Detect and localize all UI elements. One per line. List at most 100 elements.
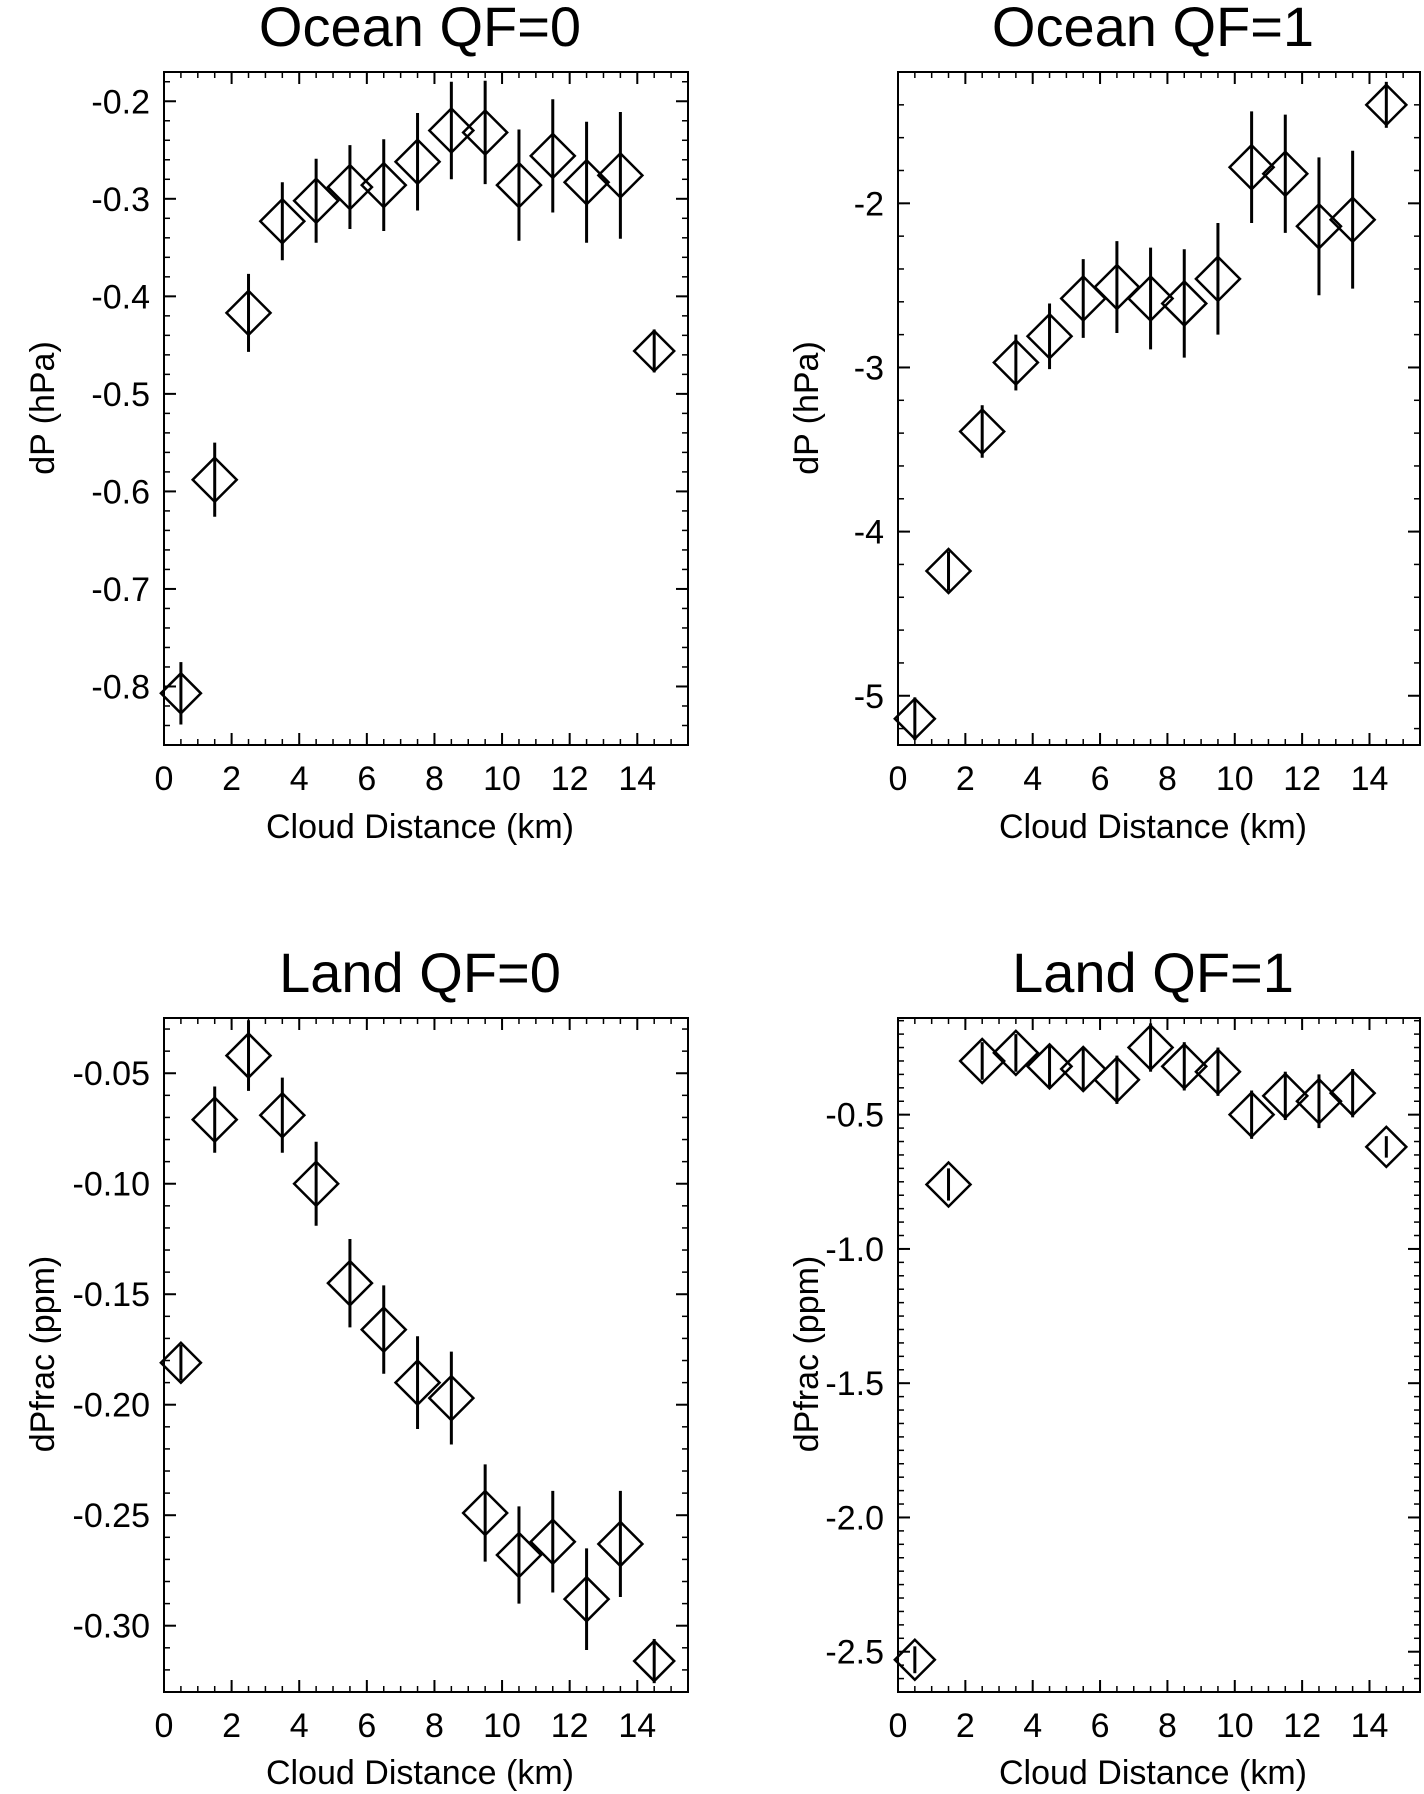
y-axis-label: dPfrac (ppm) (24, 1256, 62, 1453)
panel-ocean-qf1: Ocean QF=1 Cloud Distance (km) dP (hPa) … (788, 0, 1421, 846)
x-tick-label: 4 (1023, 1707, 1042, 1745)
x-tick-label: 2 (956, 760, 975, 798)
y-tick-label: -2 (854, 185, 884, 223)
data-point (632, 1639, 676, 1683)
y-axis-label: dP (hPa) (788, 341, 826, 475)
data-point (529, 132, 577, 180)
data-point (1364, 1125, 1409, 1169)
x-axis-label: Cloud Distance (km) (999, 1754, 1307, 1792)
data-point (1261, 150, 1310, 198)
data-point (258, 1091, 307, 1140)
data-point (1160, 1042, 1209, 1091)
data-point (1227, 1090, 1276, 1139)
y-tick-label: -0.25 (73, 1497, 151, 1535)
data-point (461, 108, 509, 157)
x-axis-label: Cloud Distance (km) (999, 808, 1307, 846)
panel-title: Land QF=0 (279, 941, 561, 1004)
x-tick-label: 14 (618, 1707, 656, 1745)
panel-title: Ocean QF=1 (992, 0, 1314, 58)
data-point (1364, 83, 1409, 127)
data-point (1126, 1023, 1175, 1072)
x-tick-label: 4 (290, 1707, 309, 1745)
data-point (190, 1095, 239, 1144)
plot-frame (163, 71, 689, 746)
data-point (1227, 143, 1276, 191)
data-point (495, 161, 543, 209)
y-tick-label: -1.0 (825, 1231, 884, 1269)
data-point (495, 1531, 543, 1579)
x-tick-label: 0 (155, 760, 174, 798)
data-point (893, 1638, 937, 1682)
y-tick-label: -0.5 (825, 1097, 884, 1135)
y-tick-label: -0.15 (73, 1276, 151, 1314)
x-tick-label: 12 (1283, 760, 1321, 798)
x-tick-label: 14 (1351, 760, 1389, 798)
data-point (359, 161, 408, 209)
panel-land-qf1: Land QF=1 Cloud Distance (km) dPfrac (pp… (788, 941, 1421, 1792)
y-tick-label: -3 (854, 349, 884, 387)
x-tick-label: 4 (290, 760, 309, 798)
data-point (292, 176, 340, 225)
y-tick-label: -2.5 (825, 1634, 884, 1672)
data-point (1328, 1069, 1377, 1117)
plot-frame (897, 71, 1421, 746)
y-tick-label: -0.2 (91, 83, 150, 121)
x-tick-label: 6 (1091, 760, 1110, 798)
data-point (427, 1374, 476, 1422)
plot-area: 0 2 4 6 8 10 12 14 -0.8 -0.7 -0.6 -0.5 -0.4 -0.3 -0.2 (91, 71, 689, 798)
x-tick-label: 2 (222, 1707, 241, 1745)
data-point (958, 407, 1006, 456)
data-point (159, 1340, 203, 1385)
x-tick-label: 10 (483, 1707, 521, 1745)
x-tick-label: 8 (1158, 760, 1177, 798)
data-point (159, 671, 203, 716)
data-point (224, 1031, 273, 1080)
data-point (190, 455, 239, 504)
y-tick-label: -0.30 (73, 1608, 151, 1646)
y-tick-label: -0.4 (91, 278, 150, 316)
data-point (893, 696, 937, 741)
data-point (1126, 274, 1175, 323)
x-tick-label: 6 (357, 1707, 376, 1745)
data-point (992, 1029, 1040, 1077)
data-point (1059, 1045, 1107, 1093)
x-tick-label: 6 (1091, 1707, 1110, 1745)
x-tick-label: 2 (956, 1707, 975, 1745)
data-point (1025, 1042, 1074, 1091)
data-point (1093, 1055, 1141, 1104)
data-point (461, 1489, 509, 1537)
data-point (359, 1305, 408, 1354)
data-point (1328, 195, 1377, 244)
data-point (258, 197, 307, 245)
data-point (924, 1160, 973, 1209)
data-point (562, 158, 611, 206)
x-tick-label: 2 (222, 760, 241, 798)
data-point (427, 106, 476, 155)
x-tick-label: 10 (1216, 1707, 1254, 1745)
plot-area: 0 2 4 6 8 10 12 14 -5 -4 -3 -2 (854, 71, 1421, 798)
data-point (1093, 263, 1141, 311)
x-tick-label: 0 (889, 1707, 908, 1745)
x-tick-label: 8 (1158, 1707, 1177, 1745)
panel-title: Ocean QF=0 (259, 0, 581, 58)
x-tick-label: 12 (1283, 1707, 1321, 1745)
y-tick-label: -4 (854, 514, 884, 552)
y-tick-label: -0.3 (91, 181, 150, 219)
x-tick-label: 8 (425, 760, 444, 798)
x-tick-label: 0 (889, 760, 908, 798)
y-tick-label: -5 (854, 678, 884, 716)
panel-title: Land QF=1 (1012, 941, 1294, 1004)
data-point (224, 289, 273, 337)
x-tick-label: 12 (551, 760, 589, 798)
data-point (1194, 1047, 1242, 1096)
data-point (632, 329, 676, 373)
panel-ocean-qf0: Ocean QF=0 Cloud Distance (km) dP (hPa) … (24, 0, 689, 846)
data-point (326, 163, 374, 211)
data-point (1025, 312, 1074, 361)
plot-frame (897, 1017, 1421, 1693)
data-point (596, 1520, 645, 1568)
data-point (393, 1358, 442, 1407)
x-tick-label: 0 (155, 1707, 174, 1745)
data-point (596, 151, 645, 200)
